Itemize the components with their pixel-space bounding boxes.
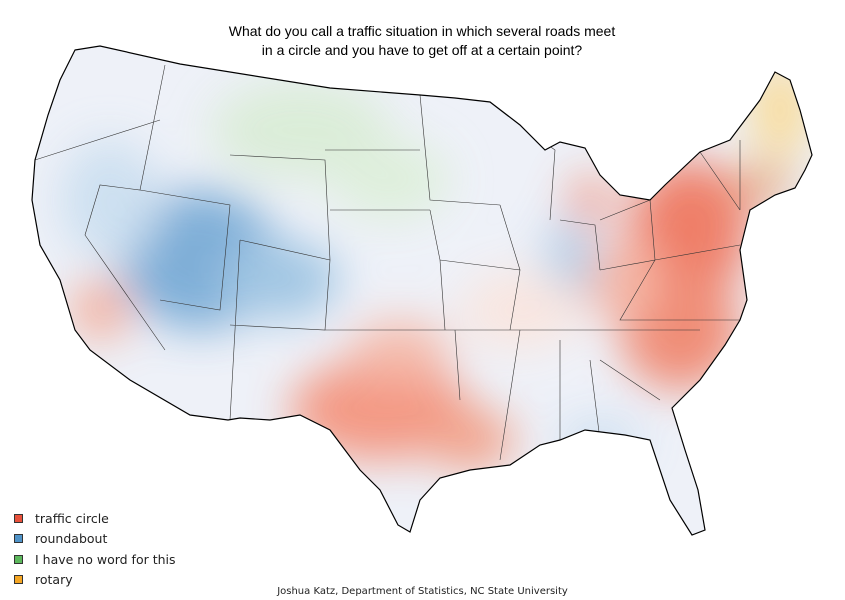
legend-item: I have no word for this — [14, 549, 176, 570]
legend-item: rotary — [14, 570, 176, 591]
legend-label: traffic circle — [35, 510, 109, 526]
legend-swatch — [14, 575, 23, 585]
legend: traffic circle roundabout I have no word f… — [14, 508, 176, 590]
legend-swatch — [14, 513, 23, 523]
legend-swatch — [14, 554, 23, 564]
credit: Joshua Katz, Department of Statistics, N… — [277, 586, 568, 597]
legend-label: roundabout — [35, 531, 108, 547]
legend-item: roundabout — [14, 529, 176, 550]
legend-item: traffic circle — [14, 508, 176, 529]
legend-swatch — [14, 534, 23, 544]
legend-label: rotary — [35, 572, 73, 588]
map-title: What do you call a traffic situation in … — [228, 23, 616, 58]
state-borders — [34, 64, 741, 461]
legend-label: I have no word for this — [35, 551, 176, 567]
